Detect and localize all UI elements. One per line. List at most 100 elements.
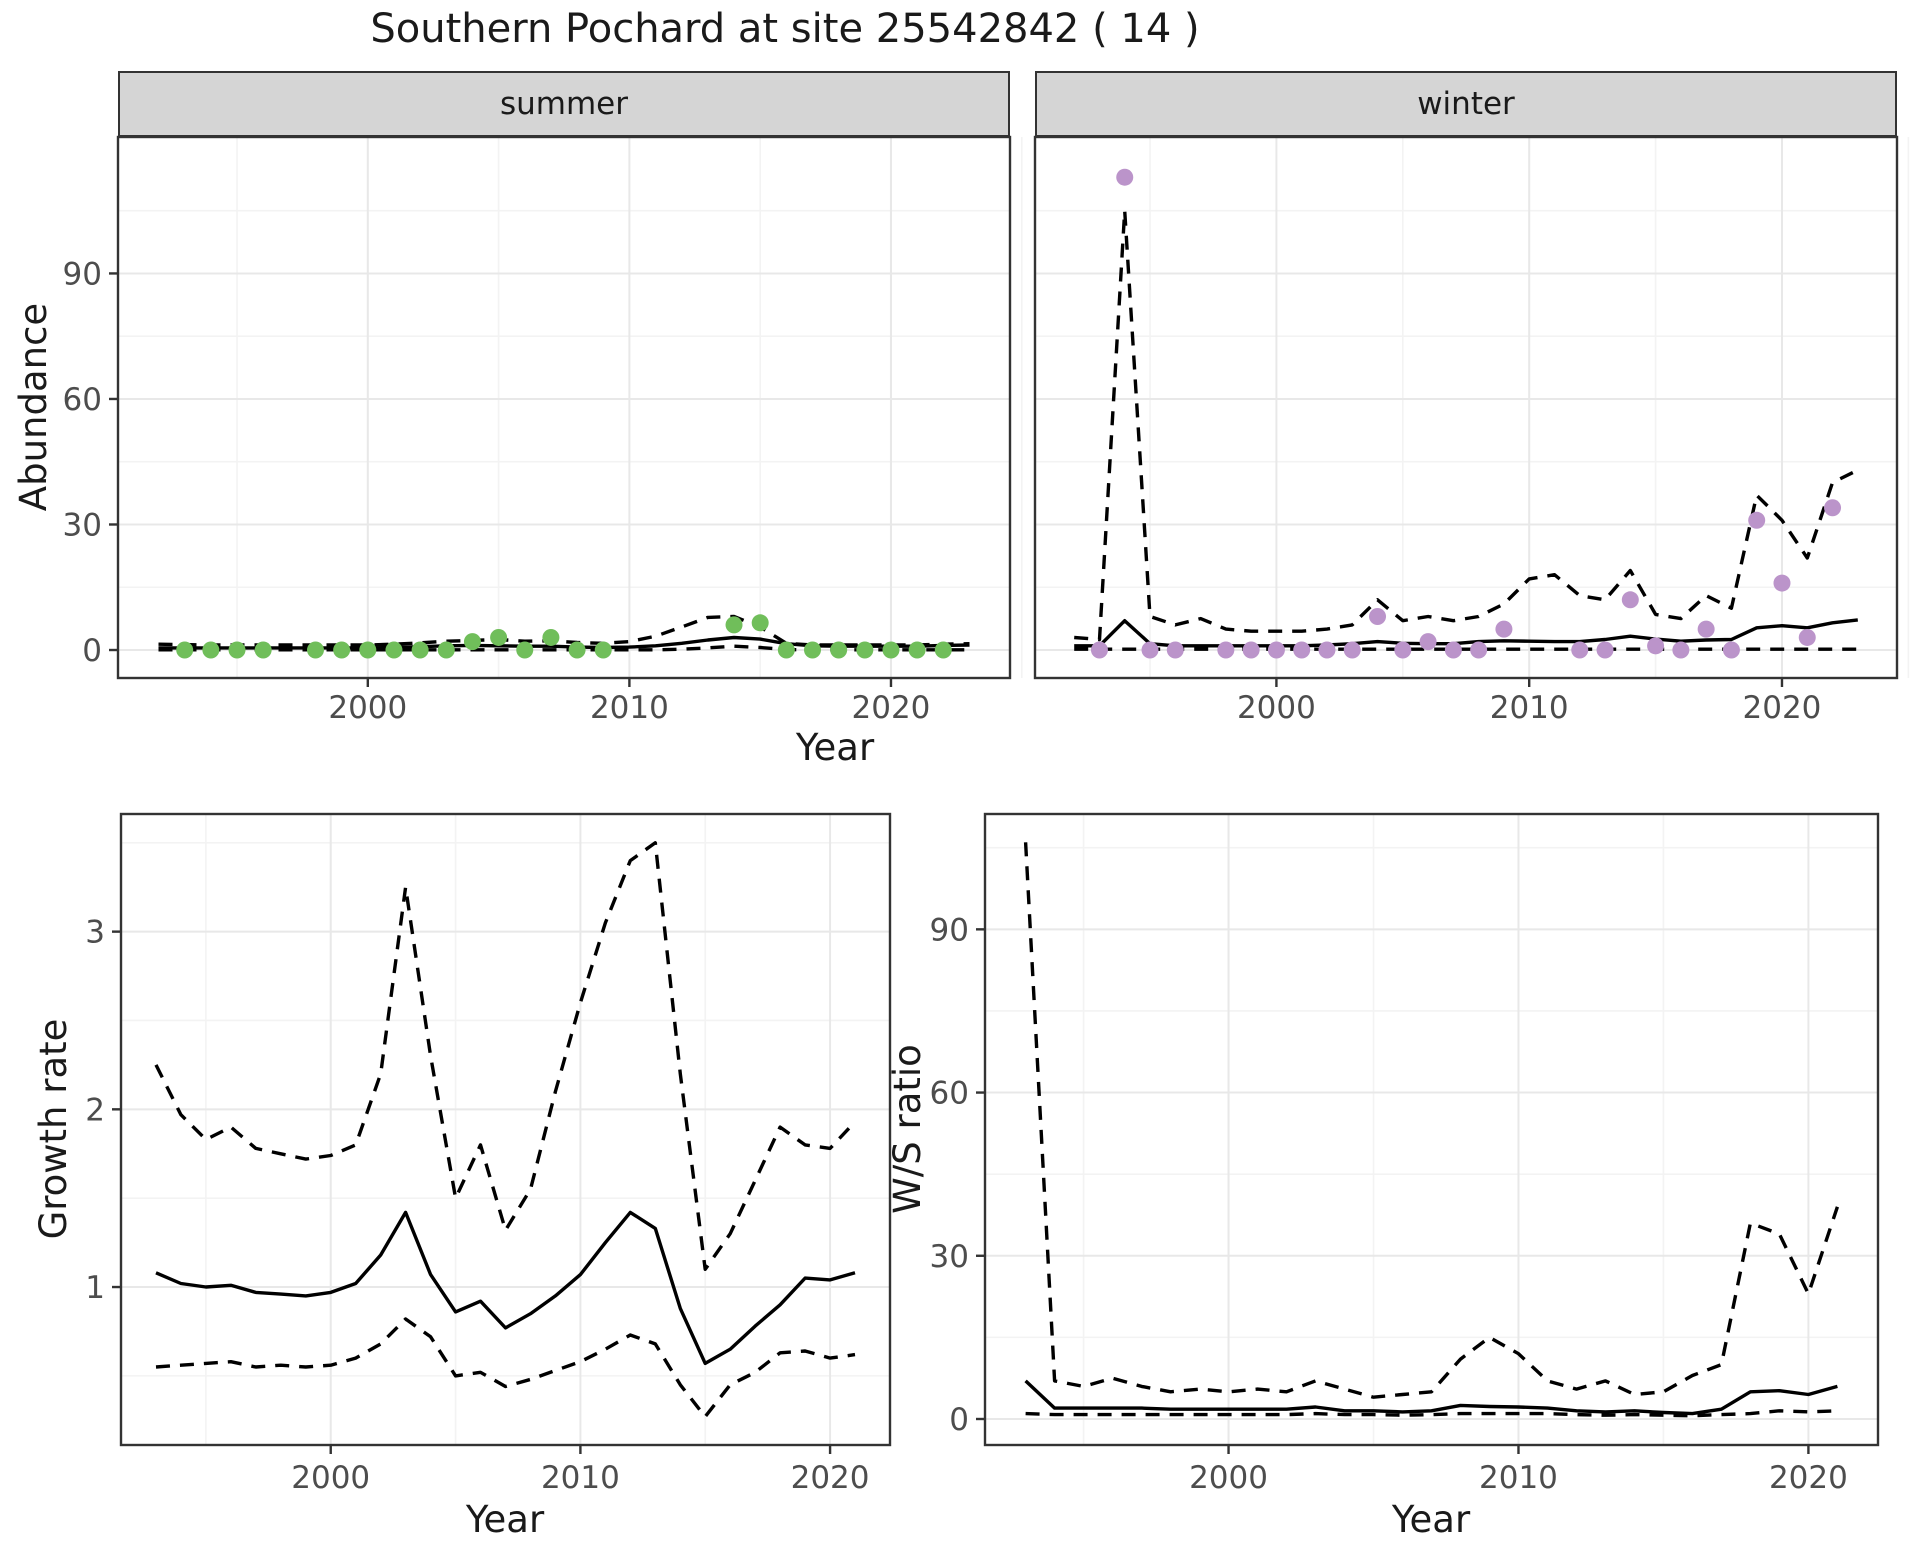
data-point xyxy=(306,641,324,659)
data-layer xyxy=(1074,168,1859,659)
data-point xyxy=(1444,641,1462,659)
data-point xyxy=(1166,641,1184,659)
data-point xyxy=(1419,633,1437,651)
data-point xyxy=(1369,608,1387,626)
series-upper_ci xyxy=(1074,208,1859,642)
y-axis-tick-label: 0 xyxy=(82,633,102,669)
data-layer xyxy=(1023,842,1840,1418)
x-axis-tick-label: 2020 xyxy=(852,690,931,726)
data-point xyxy=(176,641,194,659)
data-point xyxy=(1242,641,1260,659)
data-point xyxy=(385,641,403,659)
data-point xyxy=(856,641,874,659)
y-axis-tick-label: 1 xyxy=(85,1270,105,1306)
x-axis-tick-label: 2000 xyxy=(1189,1460,1268,1496)
data-point xyxy=(1824,499,1842,517)
y-axis-title-ws-ratio: W/S ratio xyxy=(886,1044,929,1214)
data-point xyxy=(1141,641,1159,659)
data-point xyxy=(1318,641,1336,659)
data-point xyxy=(516,641,534,659)
x-axis-tick-label: 2010 xyxy=(1479,1460,1558,1496)
data-point xyxy=(777,641,795,659)
data-point xyxy=(228,641,246,659)
data-point xyxy=(1722,641,1740,659)
facet-strip-winter: winter xyxy=(1035,71,1897,137)
panel-background xyxy=(118,137,1010,678)
data-point xyxy=(568,641,586,659)
data-point xyxy=(1495,620,1513,638)
x-axis-tick-label: 2010 xyxy=(590,690,669,726)
data-point xyxy=(1267,641,1285,659)
data-point xyxy=(1647,637,1665,655)
data-point xyxy=(542,628,560,646)
data-point xyxy=(1571,641,1589,659)
x-axis-title-year-ws: Year xyxy=(1391,1498,1471,1541)
data-point xyxy=(202,641,220,659)
data-point xyxy=(254,641,272,659)
data-point xyxy=(1596,641,1614,659)
x-axis-tick-label: 2000 xyxy=(1237,690,1316,726)
data-point xyxy=(1343,641,1361,659)
data-point xyxy=(333,641,351,659)
data-point xyxy=(1773,574,1791,592)
facet-strip-winter-label: winter xyxy=(1417,86,1515,122)
y-axis-title-growth-rate: Growth rate xyxy=(32,1018,75,1240)
chart-title: Southern Pochard at site 25542842 ( 14 ) xyxy=(370,6,1200,52)
data-point xyxy=(1217,641,1235,659)
series-upper_ci xyxy=(1023,842,1840,1399)
data-point xyxy=(908,641,926,659)
data-point xyxy=(1394,641,1412,659)
data-point xyxy=(1798,628,1816,646)
facet-strip-summer-label: summer xyxy=(499,86,628,122)
series-upper_ci xyxy=(154,841,857,1272)
panel-growth-rate: 2000 2010 2020 1 2 3 xyxy=(85,812,892,1496)
y-axis-tick-label: 0 xyxy=(949,1402,969,1438)
facet-strip-summer: summer xyxy=(118,71,1010,137)
panel-border xyxy=(119,812,892,1447)
data-point xyxy=(1621,591,1639,609)
data-point xyxy=(1293,641,1311,659)
data-point xyxy=(490,628,508,646)
panel-background xyxy=(121,814,890,1445)
data-point xyxy=(1116,168,1134,186)
x-axis-tick-label: 2000 xyxy=(291,1460,370,1496)
data-point xyxy=(437,641,455,659)
panel-background xyxy=(1035,137,1897,678)
y-axis-tick-label: 90 xyxy=(63,256,102,292)
panel-border xyxy=(116,135,1012,680)
panel-abundance-summer: 2000 2010 2020 0 30 60 90 xyxy=(63,135,1023,726)
data-point xyxy=(411,641,429,659)
data-point xyxy=(594,641,612,659)
x-axis-tick-label: 2020 xyxy=(1769,1460,1848,1496)
series-model_fit xyxy=(1024,1379,1838,1416)
data-layer xyxy=(154,841,857,1419)
x-axis-tick-label: 2000 xyxy=(328,690,407,726)
y-axis-tick-label: 3 xyxy=(85,915,105,951)
x-axis-tick-label: 2010 xyxy=(1490,690,1569,726)
data-point xyxy=(1748,511,1766,529)
y-axis-tick-label: 2 xyxy=(85,1092,105,1128)
x-axis-title-year-growth: Year xyxy=(465,1498,545,1541)
x-axis-tick-label: 2020 xyxy=(1743,690,1822,726)
data-point xyxy=(359,641,377,659)
x-axis-tick-label: 2020 xyxy=(791,1460,870,1496)
series-model_fit xyxy=(1074,618,1858,648)
y-axis-tick-label: 90 xyxy=(930,912,969,948)
data-point xyxy=(1697,620,1715,638)
data-point xyxy=(1672,641,1690,659)
y-axis-tick-label: 60 xyxy=(930,1076,969,1112)
data-point xyxy=(1090,641,1108,659)
data-point xyxy=(1470,641,1488,659)
data-point xyxy=(934,641,952,659)
data-point xyxy=(751,614,769,632)
series-lower_ci xyxy=(155,1317,856,1419)
series-lower_ci xyxy=(1025,1409,1838,1418)
panel-abundance-winter: 2000 2010 2020 xyxy=(1033,135,1910,726)
data-layer xyxy=(158,614,970,659)
panel-border xyxy=(983,812,1880,1447)
series-model_fit xyxy=(155,1210,856,1366)
data-point xyxy=(830,641,848,659)
y-axis-tick-label: 60 xyxy=(63,382,102,418)
